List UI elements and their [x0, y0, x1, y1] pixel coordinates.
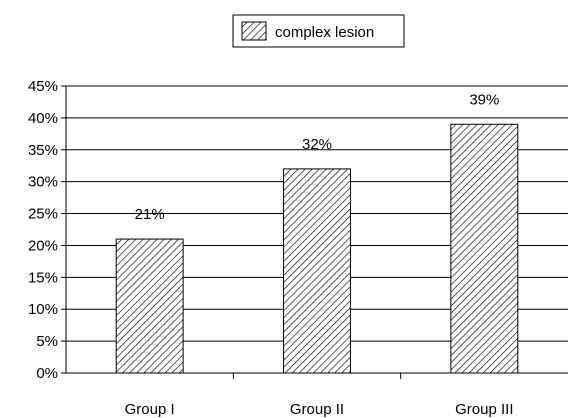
y-axis-ticks: 0% 5% 10% 15% 20% 25% 30% 35% 40% 45%: [28, 78, 66, 382]
bars: [115, 123, 519, 374]
bar-group-iii: [450, 123, 519, 374]
y-tick-label: 5%: [36, 333, 58, 350]
x-tick-label: Group III: [455, 401, 513, 418]
y-tick-label: 10%: [28, 301, 58, 318]
bar-group-ii: [283, 168, 351, 374]
y-tick-label: 20%: [28, 237, 58, 254]
data-label: 39%: [469, 91, 499, 108]
y-tick-label: 30%: [28, 174, 58, 191]
data-label: 21%: [135, 206, 165, 223]
y-tick-label: 35%: [28, 142, 58, 159]
y-tick-label: 40%: [28, 110, 58, 127]
data-labels: 21% 32% 39%: [135, 91, 500, 223]
legend-swatch: [241, 21, 267, 41]
legend-label: complex lesion: [275, 24, 374, 41]
y-tick-label: 0%: [36, 365, 58, 382]
data-label: 32%: [302, 136, 332, 153]
y-tick-label: 45%: [28, 78, 58, 95]
x-tick-label: Group II: [290, 401, 344, 418]
x-axis: Group I Group II Group III: [65, 86, 568, 418]
y-tick-label: 15%: [28, 269, 58, 286]
bar-group-i: [115, 238, 184, 374]
x-tick-label: Group I: [125, 401, 175, 418]
y-tick-label: 25%: [28, 206, 58, 223]
legend: complex lesion: [232, 14, 405, 48]
